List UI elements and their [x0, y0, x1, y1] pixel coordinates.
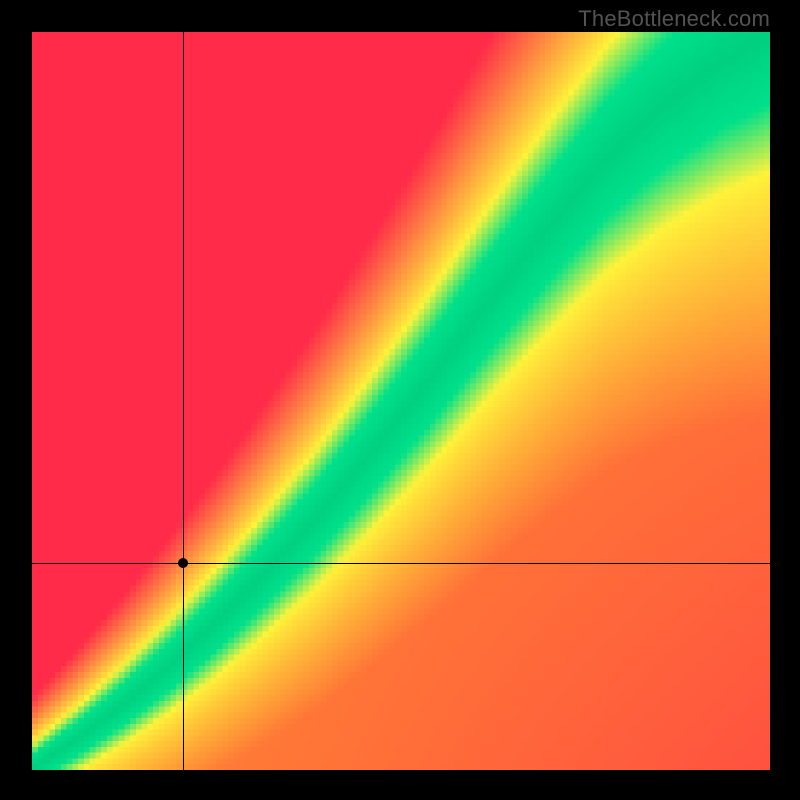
bottleneck-heatmap — [32, 32, 770, 770]
crosshair-dot — [178, 558, 188, 568]
crosshair-horizontal — [32, 563, 770, 564]
crosshair-vertical — [183, 32, 184, 770]
watermark-text: TheBottleneck.com — [578, 6, 770, 32]
